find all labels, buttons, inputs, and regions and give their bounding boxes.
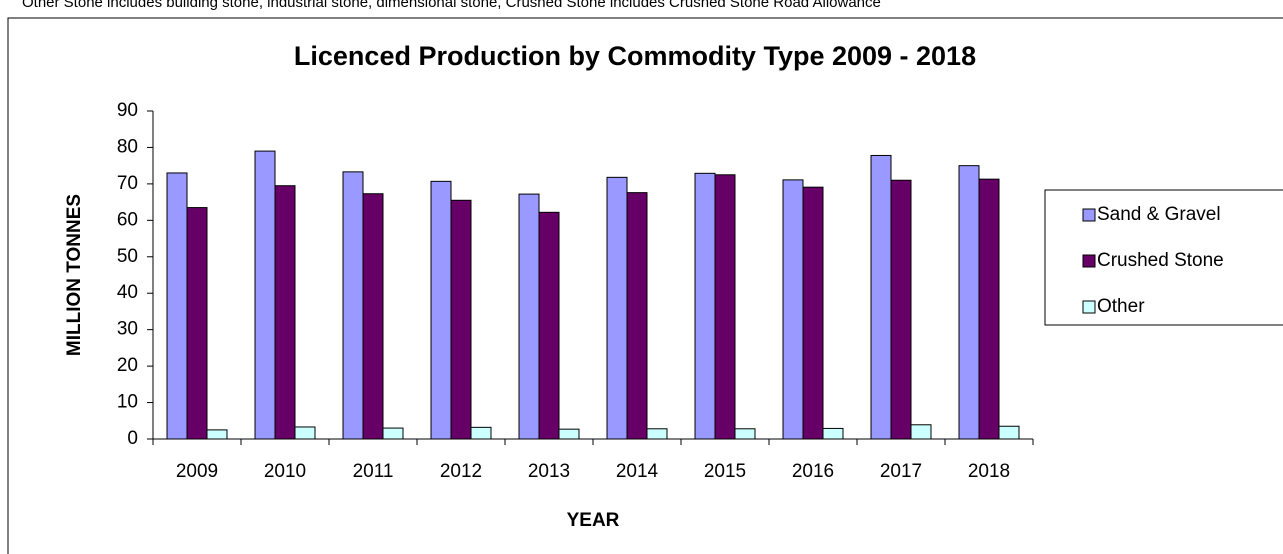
y-tick-label: 90 bbox=[117, 100, 138, 121]
bar bbox=[274, 185, 296, 440]
bar bbox=[822, 427, 844, 440]
bar bbox=[166, 172, 188, 440]
bar bbox=[382, 427, 404, 440]
bar bbox=[958, 165, 980, 440]
y-axis-label: MILLION TONNES bbox=[64, 194, 85, 356]
bar bbox=[294, 426, 316, 440]
x-tick-label: 2016 bbox=[792, 461, 834, 482]
x-tick-label: 2010 bbox=[264, 461, 306, 482]
bar bbox=[430, 180, 452, 440]
bar bbox=[518, 193, 540, 440]
bar bbox=[782, 179, 804, 440]
legend-swatch bbox=[1082, 208, 1096, 222]
y-tick-label: 70 bbox=[117, 173, 138, 194]
bar bbox=[186, 207, 208, 440]
bar bbox=[254, 150, 276, 440]
bar bbox=[714, 174, 736, 440]
bar bbox=[450, 199, 472, 440]
chart-title: Licenced Production by Commodity Type 20… bbox=[294, 41, 976, 71]
x-tick-label: 2009 bbox=[176, 461, 218, 482]
bar bbox=[470, 426, 492, 440]
x-tick-label: 2014 bbox=[616, 461, 659, 482]
bar bbox=[998, 425, 1020, 440]
bar bbox=[558, 428, 580, 440]
bar bbox=[206, 429, 228, 440]
y-tick-label: 50 bbox=[117, 246, 138, 267]
y-tick-label: 20 bbox=[117, 355, 138, 376]
x-tick-label: 2012 bbox=[440, 461, 482, 482]
bar bbox=[606, 176, 628, 440]
bar bbox=[342, 171, 364, 440]
legend-swatch bbox=[1082, 254, 1096, 268]
y-tick-label: 40 bbox=[117, 282, 138, 303]
bar bbox=[870, 154, 892, 440]
x-axis-label: YEAR bbox=[567, 510, 620, 531]
bar bbox=[910, 424, 932, 440]
bar bbox=[802, 186, 824, 440]
bar bbox=[694, 172, 716, 440]
x-tick-label: 2011 bbox=[353, 461, 394, 482]
legend-swatch bbox=[1082, 300, 1096, 314]
y-tick-label: 80 bbox=[117, 136, 138, 157]
chart-note: Other Stone includes building stone, ind… bbox=[22, 0, 881, 11]
bar bbox=[646, 428, 668, 440]
bar bbox=[538, 211, 560, 440]
legend-label: Sand & Gravel bbox=[1097, 204, 1221, 225]
bar bbox=[890, 179, 912, 440]
x-tick-label: 2018 bbox=[968, 461, 1010, 482]
x-tick-label: 2015 bbox=[704, 461, 746, 482]
y-tick-label: 0 bbox=[127, 428, 138, 449]
y-tick-label: 30 bbox=[117, 319, 138, 340]
legend-label: Other bbox=[1097, 296, 1145, 317]
x-tick-label: 2013 bbox=[528, 461, 570, 482]
y-tick-label: 10 bbox=[117, 392, 138, 413]
bar bbox=[734, 428, 756, 440]
bar bbox=[978, 178, 1000, 440]
legend-label: Crushed Stone bbox=[1097, 250, 1224, 271]
x-tick-label: 2017 bbox=[880, 461, 922, 482]
bar bbox=[626, 192, 648, 440]
y-tick-label: 60 bbox=[117, 209, 138, 230]
bar bbox=[362, 193, 384, 440]
